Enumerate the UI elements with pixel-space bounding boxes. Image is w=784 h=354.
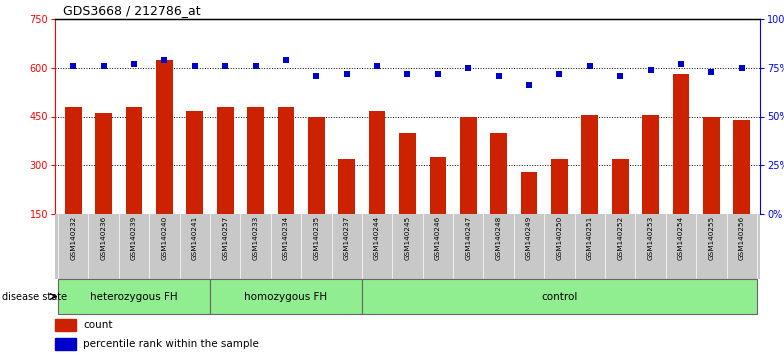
FancyBboxPatch shape	[362, 279, 757, 314]
Text: homozygous FH: homozygous FH	[245, 291, 328, 302]
Text: GSM140232: GSM140232	[71, 215, 76, 259]
Bar	[582, 115, 598, 263]
Text: GSM140244: GSM140244	[374, 215, 380, 259]
Text: GSM140239: GSM140239	[131, 215, 137, 259]
Point	[432, 71, 445, 76]
Bar	[187, 111, 203, 263]
Point	[188, 63, 201, 69]
Bar	[551, 159, 568, 263]
Bar	[490, 133, 507, 263]
Point	[583, 63, 596, 69]
Bar	[521, 172, 537, 263]
Point	[67, 63, 79, 69]
Bar	[217, 107, 234, 263]
FancyBboxPatch shape	[210, 279, 362, 314]
Text: control: control	[541, 291, 578, 302]
Point	[280, 57, 292, 63]
Bar	[65, 107, 82, 263]
Bar	[399, 133, 416, 263]
Bar	[368, 111, 386, 263]
Bar	[612, 159, 629, 263]
Point	[249, 63, 262, 69]
Text: GSM140247: GSM140247	[465, 215, 471, 259]
Text: GSM140250: GSM140250	[557, 215, 562, 259]
Bar	[55, 319, 76, 331]
Point	[401, 71, 414, 76]
Text: GSM140245: GSM140245	[405, 215, 411, 259]
Text: GSM140249: GSM140249	[526, 215, 532, 259]
Text: GSM140236: GSM140236	[100, 215, 107, 259]
Bar	[308, 117, 325, 263]
Text: GSM140253: GSM140253	[648, 215, 654, 259]
Bar	[125, 107, 143, 263]
Text: GSM140248: GSM140248	[495, 215, 502, 259]
FancyBboxPatch shape	[58, 279, 210, 314]
Point	[523, 82, 535, 88]
Point	[705, 69, 717, 74]
Text: GSM140233: GSM140233	[252, 215, 259, 259]
Point	[97, 63, 110, 69]
Bar	[278, 107, 294, 263]
Bar	[733, 120, 750, 263]
Bar	[673, 74, 689, 263]
Text: GSM140235: GSM140235	[314, 215, 319, 259]
Point	[554, 71, 566, 76]
Text: count: count	[83, 320, 113, 330]
Text: GSM140241: GSM140241	[192, 215, 198, 259]
Bar	[642, 115, 659, 263]
Text: percentile rank within the sample: percentile rank within the sample	[83, 339, 259, 349]
Text: GSM140251: GSM140251	[587, 215, 593, 259]
Text: GSM140252: GSM140252	[617, 215, 623, 259]
Text: GDS3668 / 212786_at: GDS3668 / 212786_at	[63, 4, 201, 17]
Text: GSM140257: GSM140257	[222, 215, 228, 259]
Text: GSM140256: GSM140256	[739, 215, 745, 259]
Text: GSM140255: GSM140255	[709, 215, 714, 259]
Text: GSM140246: GSM140246	[435, 215, 441, 259]
Point	[675, 61, 688, 67]
Text: disease state: disease state	[2, 291, 67, 302]
Point	[462, 65, 474, 70]
Text: GSM140254: GSM140254	[678, 215, 684, 259]
Point	[735, 65, 748, 70]
Bar	[430, 157, 446, 263]
Text: GSM140240: GSM140240	[162, 215, 168, 259]
Bar	[460, 116, 477, 263]
Point	[128, 61, 140, 67]
Point	[310, 73, 322, 78]
Point	[644, 67, 657, 73]
Bar	[247, 107, 264, 263]
Text: GSM140237: GSM140237	[343, 215, 350, 259]
Bar	[703, 117, 720, 263]
Point	[340, 71, 353, 76]
Bar	[55, 338, 76, 350]
Bar	[96, 113, 112, 263]
Point	[614, 73, 626, 78]
Point	[371, 63, 383, 69]
Point	[219, 63, 231, 69]
Bar	[156, 59, 172, 263]
Bar	[339, 159, 355, 263]
Text: GSM140234: GSM140234	[283, 215, 289, 259]
Point	[158, 57, 171, 63]
Text: heterozygous FH: heterozygous FH	[90, 291, 178, 302]
Point	[492, 73, 505, 78]
